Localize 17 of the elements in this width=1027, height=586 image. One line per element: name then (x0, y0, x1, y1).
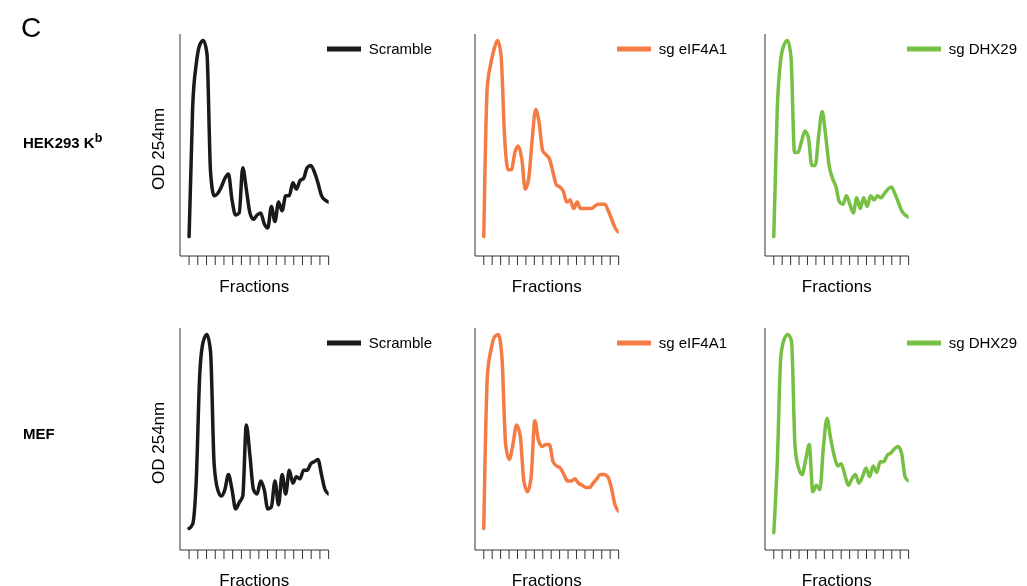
text: HEK293 K$^{b}$ (23, 131, 103, 151)
y-axis-title: OD 254nm (149, 401, 169, 484)
legend-label: Scramble (368, 40, 432, 57)
legend-label: sg eIF4A1 (658, 40, 727, 57)
x-axis-title: Fractions (219, 571, 290, 586)
text: C (21, 12, 42, 43)
y-axis-title: OD 254nm (149, 107, 169, 190)
x-axis-title: Fractions (511, 277, 582, 296)
legend-label: sg eIF4A1 (658, 334, 727, 351)
x-axis-title: Fractions (801, 571, 872, 586)
x-axis-title: Fractions (511, 571, 582, 586)
x-axis-title: Fractions (219, 277, 290, 296)
legend-label: sg DHX29 (948, 334, 1017, 351)
x-axis-title: Fractions (801, 277, 872, 296)
text: MEF (23, 425, 55, 442)
legend-label: sg DHX29 (948, 40, 1017, 57)
legend-label: Scramble (368, 334, 432, 351)
